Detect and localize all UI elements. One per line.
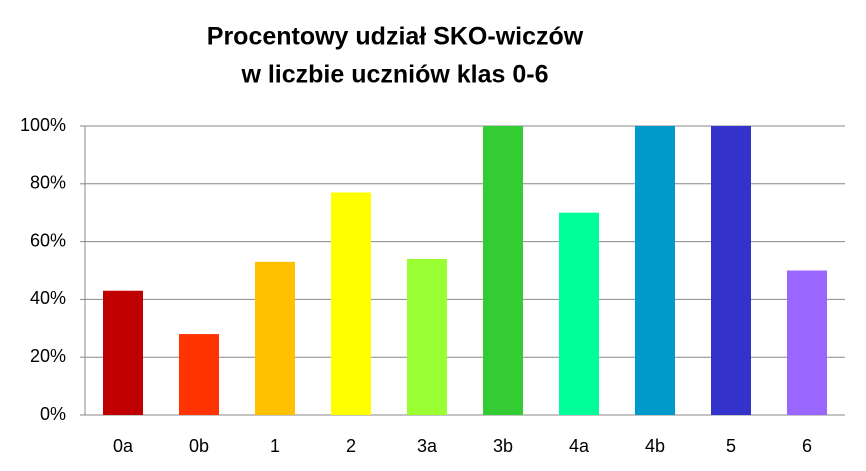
bar bbox=[407, 258, 447, 415]
x-tick-label: 4b bbox=[645, 436, 665, 456]
y-tick-label: 0% bbox=[40, 404, 66, 424]
x-tick-label: 4a bbox=[569, 436, 590, 456]
x-tick-label: 3a bbox=[417, 436, 438, 456]
bar bbox=[635, 126, 675, 415]
x-tick-label: 5 bbox=[726, 436, 736, 456]
y-tick-label: 20% bbox=[30, 346, 66, 366]
bar bbox=[331, 192, 371, 415]
chart-title: w liczbie uczniów klas 0-6 bbox=[240, 61, 548, 89]
bar bbox=[103, 290, 143, 415]
y-tick-label: 60% bbox=[30, 230, 66, 250]
x-tick-label: 0a bbox=[113, 436, 134, 456]
bar bbox=[255, 261, 295, 415]
bar bbox=[711, 126, 751, 415]
x-tick-label: 1 bbox=[270, 436, 280, 456]
x-tick-label: 3b bbox=[493, 436, 513, 456]
bar bbox=[179, 334, 219, 415]
chart-title: Procentowy udział SKO-wiczów bbox=[207, 23, 584, 51]
bar bbox=[559, 212, 599, 415]
x-tick-label: 2 bbox=[346, 436, 356, 456]
bar bbox=[483, 126, 523, 415]
y-tick-label: 100% bbox=[20, 115, 66, 135]
x-tick-label: 6 bbox=[802, 436, 812, 456]
y-tick-label: 80% bbox=[30, 173, 66, 193]
bar bbox=[787, 270, 827, 415]
x-tick-label: 0b bbox=[189, 436, 209, 456]
y-tick-label: 40% bbox=[30, 288, 66, 308]
